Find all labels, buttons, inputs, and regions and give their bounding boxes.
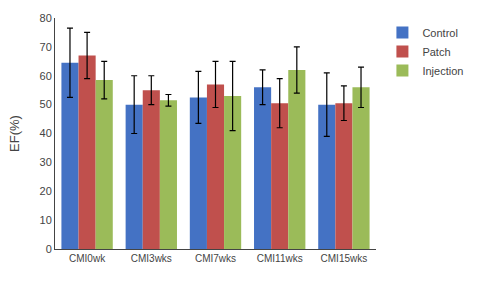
svg-text:60: 60 [40, 70, 52, 82]
svg-text:40: 40 [40, 127, 52, 139]
svg-text:CMI3wks: CMI3wks [131, 253, 172, 264]
svg-text:CMI7wks: CMI7wks [195, 253, 236, 264]
svg-text:EF(%): EF(%) [7, 115, 22, 152]
svg-text:10: 10 [40, 214, 52, 226]
svg-text:30: 30 [40, 156, 52, 168]
svg-text:80: 80 [40, 12, 52, 24]
svg-text:Control: Control [422, 27, 457, 39]
svg-text:70: 70 [40, 41, 52, 53]
svg-text:Patch: Patch [422, 46, 450, 58]
svg-text:20: 20 [40, 185, 52, 197]
svg-text:CMI15wks: CMI15wks [321, 253, 368, 264]
svg-text:Injection: Injection [422, 65, 463, 77]
svg-text:50: 50 [40, 98, 52, 110]
svg-text:CMI0wk: CMI0wk [69, 253, 106, 264]
svg-text:0: 0 [46, 243, 52, 255]
svg-text:CMI11wks: CMI11wks [257, 253, 303, 264]
